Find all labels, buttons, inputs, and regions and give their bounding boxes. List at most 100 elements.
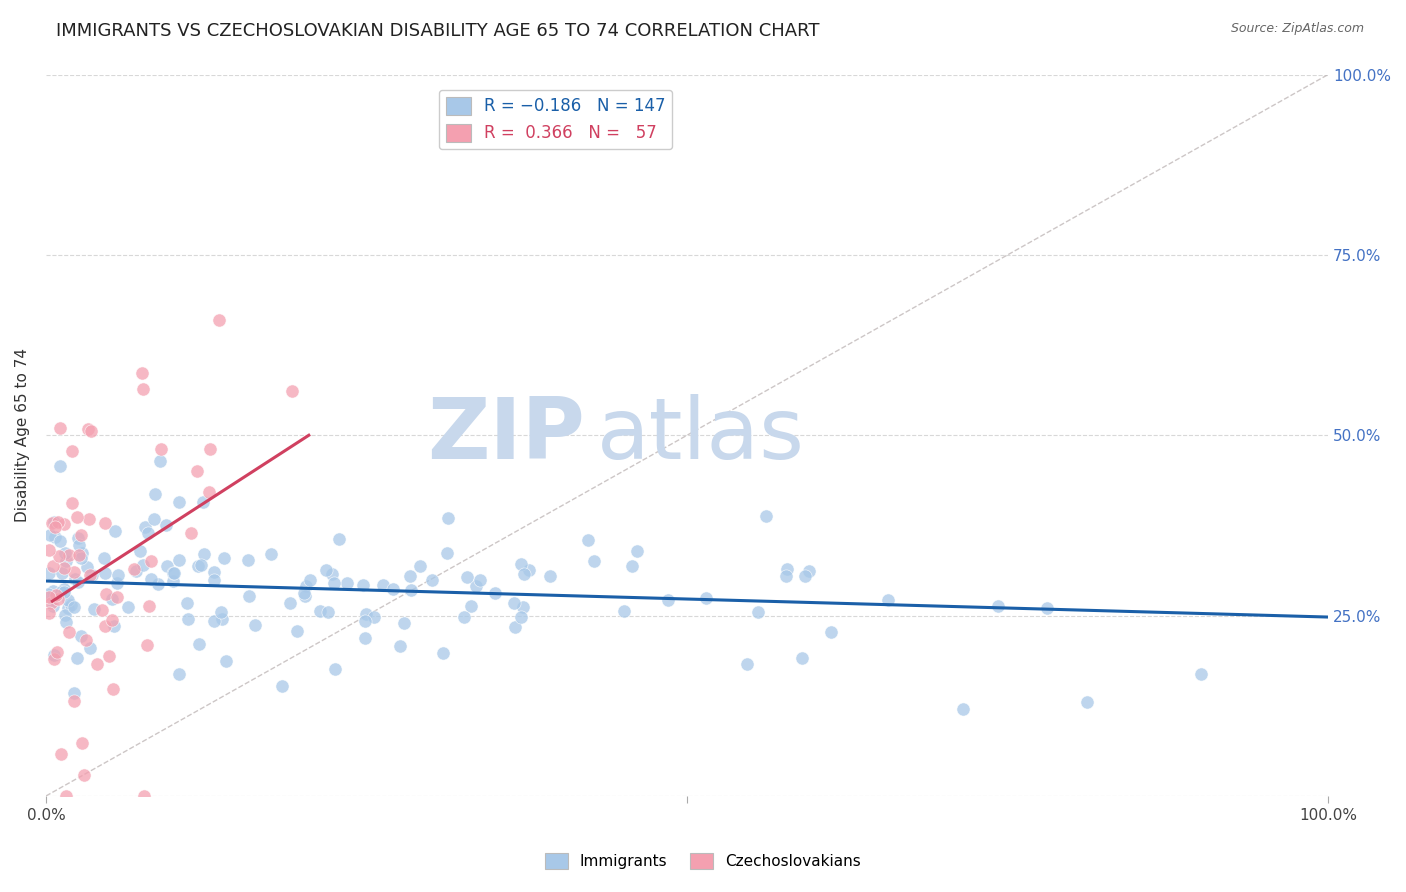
Point (55, 554, 77, 568)
Point (45, 645, 67, 659)
Point (238, 589, 260, 603)
Point (101, 682, 124, 697)
Point (70, 736, 93, 750)
Point (62, 565, 84, 579)
Point (58, 548, 80, 562)
Point (243, 617, 266, 632)
Point (162, 566, 184, 580)
Point (509, 557, 531, 571)
Point (576, 533, 599, 547)
Point (37, 587, 59, 601)
Point (58, 601, 80, 615)
Point (69, 630, 91, 644)
Point (48, 549, 70, 563)
Point (93, 550, 115, 565)
Point (381, 582, 404, 597)
Point (695, 591, 717, 605)
Point (281, 384, 304, 399)
Point (91, 603, 114, 617)
Point (132, 382, 155, 396)
Point (129, 544, 152, 558)
Point (38, 606, 60, 620)
Point (60, 598, 83, 612)
Point (101, 592, 124, 607)
Point (42, 515, 65, 529)
Point (38, 591, 60, 605)
Point (755, 509, 778, 524)
Point (51, 566, 73, 581)
Point (202, 565, 225, 579)
Point (202, 614, 225, 628)
Point (67, 549, 90, 563)
Point (67, 538, 90, 552)
Point (41, 599, 63, 613)
Point (73, 768, 96, 782)
Point (236, 553, 259, 567)
Point (294, 589, 316, 603)
Point (187, 637, 209, 651)
Point (190, 558, 212, 572)
Point (321, 566, 343, 581)
Point (292, 585, 315, 599)
Point (621, 559, 644, 574)
Point (298, 573, 321, 587)
Point (49, 534, 72, 549)
Point (53, 608, 76, 623)
Point (987, 599, 1010, 613)
Point (107, 567, 129, 582)
Point (328, 532, 350, 546)
Point (169, 552, 191, 566)
Point (38, 566, 60, 581)
Point (125, 564, 148, 578)
Point (94, 619, 117, 633)
Point (512, 599, 534, 614)
Point (285, 624, 308, 638)
Point (77, 511, 100, 525)
Point (363, 610, 385, 624)
Point (52, 582, 75, 596)
Point (53, 517, 76, 532)
Point (82, 567, 104, 582)
Point (67, 532, 90, 546)
Point (67, 575, 90, 590)
Legend: R = −0.186   N = 147, R =  0.366   N =   57: R = −0.186 N = 147, R = 0.366 N = 57 (439, 90, 672, 149)
Point (45, 588, 67, 602)
Point (60, 444, 83, 458)
Point (167, 667, 190, 681)
Point (163, 566, 186, 580)
Point (103, 619, 125, 633)
Point (39, 596, 62, 610)
Point (139, 572, 162, 586)
Point (63, 694, 86, 708)
Point (505, 620, 527, 634)
Point (503, 596, 526, 610)
Point (323, 662, 346, 676)
Point (613, 604, 636, 618)
Point (122, 562, 145, 576)
Text: Source: ZipAtlas.com: Source: ZipAtlas.com (1230, 22, 1364, 36)
Point (49, 458, 72, 473)
Point (373, 578, 395, 592)
Point (77, 421, 100, 435)
Point (63, 600, 86, 615)
Point (1036, 600, 1059, 615)
Point (79, 568, 101, 582)
Point (134, 789, 156, 803)
Point (53, 585, 76, 599)
Point (626, 544, 648, 558)
Point (352, 578, 374, 592)
Point (336, 576, 359, 591)
Point (169, 495, 191, 509)
Point (392, 615, 415, 630)
Legend: Immigrants, Czechoslovakians: Immigrants, Czechoslovakians (538, 847, 868, 875)
Point (58, 624, 80, 639)
Point (186, 464, 208, 478)
Point (820, 624, 842, 639)
Point (208, 313, 231, 327)
Point (316, 605, 339, 619)
Point (747, 605, 769, 619)
Point (209, 605, 232, 619)
Point (353, 614, 375, 628)
Point (797, 564, 820, 578)
Point (132, 558, 155, 573)
